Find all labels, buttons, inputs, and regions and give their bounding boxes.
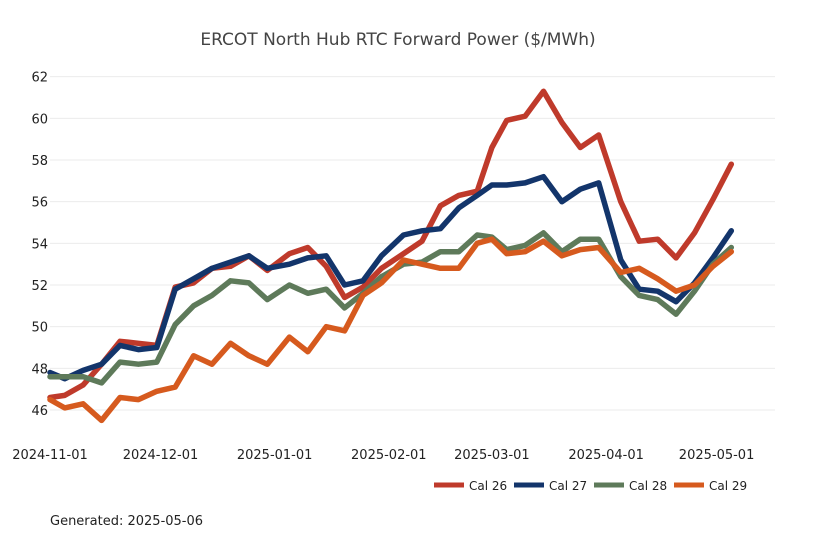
- series-line-cal-29: [47, 236, 735, 424]
- x-tick-label: 2025-01-01: [237, 448, 313, 463]
- x-tick-label: 2025-05-01: [679, 448, 755, 463]
- y-tick-label: 46: [31, 404, 48, 419]
- y-tick-label: 60: [31, 112, 48, 127]
- series-line-cal-27: [47, 173, 735, 382]
- legend-label: Cal 26: [469, 479, 507, 493]
- legend-label: Cal 28: [629, 479, 667, 493]
- generated-footer: Generated: 2025-05-06: [50, 514, 203, 529]
- chart-title: ERCOT North Hub RTC Forward Power ($/MWh…: [200, 30, 595, 50]
- y-tick-label: 62: [31, 71, 48, 86]
- x-tick-label: 2025-04-01: [568, 448, 644, 463]
- y-tick-label: 54: [31, 237, 48, 252]
- grid-lines: [50, 76, 775, 411]
- x-axis-ticks: 2024-11-01 2024-12-01 2025-01-01 2025-02-01…: [12, 448, 754, 463]
- y-tick-label: 50: [31, 321, 48, 336]
- y-axis-ticks: 46 48 50 52 54 56 58 60 62: [31, 71, 48, 419]
- y-tick-label: 58: [31, 154, 48, 169]
- y-tick-label: 56: [31, 196, 48, 211]
- x-tick-label: 2024-12-01: [123, 448, 199, 463]
- legend: Cal 26 Cal 27 Cal 28 Cal 29: [434, 479, 747, 493]
- legend-label: Cal 29: [709, 479, 747, 493]
- y-tick-label: 52: [31, 279, 48, 294]
- x-tick-label: 2025-03-01: [454, 448, 530, 463]
- legend-label: Cal 27: [549, 479, 587, 493]
- y-tick-label: 48: [31, 362, 48, 377]
- x-tick-label: 2025-02-01: [351, 448, 427, 463]
- series-lines: [47, 88, 735, 424]
- x-tick-label: 2024-11-01: [12, 448, 88, 463]
